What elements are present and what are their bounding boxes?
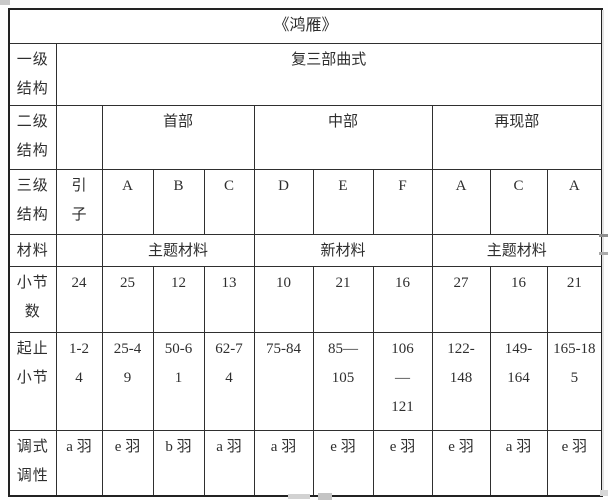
- level3-cell-8: A: [546, 168, 603, 235]
- range-cell-7: 122- 148: [431, 331, 491, 431]
- count-cell-9: 21: [546, 265, 603, 333]
- range-cell-1: 25-4 9: [101, 331, 154, 431]
- level3-label: 三级 结构: [8, 168, 57, 235]
- level3-cell-1: B: [152, 168, 205, 235]
- level3-cell-2: C: [203, 168, 255, 235]
- count-label: 小节 数: [8, 265, 57, 333]
- tonality-cell-6: e 羽: [372, 429, 433, 497]
- tonality-cell-5: e 羽: [312, 429, 374, 497]
- measure-count-row: 小节 数 24 25 12 13 10 21 16 27 16 21: [8, 265, 603, 333]
- count-cell-7: 27: [431, 265, 491, 333]
- level2-empty-cell: [55, 104, 103, 170]
- level3-cell-4: E: [312, 168, 374, 235]
- count-cell-2: 12: [152, 265, 205, 333]
- level3-intro-cell: 引 子: [55, 168, 103, 235]
- count-cell-1: 25: [101, 265, 154, 333]
- scan-artifact-top-left: [0, 0, 10, 5]
- tonality-label: 调式 调性: [8, 429, 57, 497]
- level3-cell-0: A: [101, 168, 154, 235]
- tonality-cell-1: e 羽: [101, 429, 154, 497]
- count-cell-8: 16: [489, 265, 548, 333]
- level1-row: 一级 结构 复三部曲式: [8, 42, 603, 106]
- level1-value: 复三部曲式: [55, 42, 603, 106]
- level3-cell-5: F: [372, 168, 433, 235]
- count-cell-3: 13: [203, 265, 255, 333]
- range-cell-9: 165-18 5: [546, 331, 603, 431]
- count-cell-5: 21: [312, 265, 374, 333]
- material-label: 材料: [8, 233, 57, 267]
- tonality-cell-3: a 羽: [203, 429, 255, 497]
- level3-cell-3: D: [253, 168, 314, 235]
- material-theme-2: 主题材料: [431, 233, 603, 267]
- section-first-part: 首部: [101, 104, 255, 170]
- tonality-cell-2: b 羽: [152, 429, 205, 497]
- level1-label: 一级 结构: [8, 42, 57, 106]
- range-cell-4: 75-84: [253, 331, 314, 431]
- level2-row: 二级 结构 首部 中部 再现部: [8, 104, 603, 170]
- count-cell-0: 24: [55, 265, 103, 333]
- level3-cell-7: C: [489, 168, 548, 235]
- range-cell-0: 1-2 4: [55, 331, 103, 431]
- range-cell-3: 62-7 4: [203, 331, 255, 431]
- section-middle-part: 中部: [253, 104, 433, 170]
- material-new: 新材料: [253, 233, 433, 267]
- tonality-cell-4: a 羽: [253, 429, 314, 497]
- tonality-cell-8: a 羽: [489, 429, 548, 497]
- material-row: 材料 主题材料 新材料 主题材料: [8, 233, 603, 267]
- title-row: 《鸿雁》: [8, 8, 603, 44]
- count-cell-4: 10: [253, 265, 314, 333]
- range-cell-6: 106 — 121: [372, 331, 433, 431]
- material-theme-1: 主题材料: [101, 233, 255, 267]
- level2-label: 二级 结构: [8, 104, 57, 170]
- range-cell-8: 149- 164: [489, 331, 548, 431]
- level3-row: 三级 结构 引 子 A B C D E F A C A: [8, 168, 603, 235]
- song-structure-table: 《鸿雁》 一级 结构 复三部曲式 二级 结构 首部 中部 再现部 三级 结构 引…: [8, 8, 604, 497]
- section-recap-part: 再现部: [431, 104, 603, 170]
- range-cell-5: 85— 105: [312, 331, 374, 431]
- count-cell-6: 16: [372, 265, 433, 333]
- range-label: 起止 小节: [8, 331, 57, 431]
- tonality-cell-0: a 羽: [55, 429, 103, 497]
- tonality-row: 调式 调性 a 羽 e 羽 b 羽 a 羽 a 羽 e 羽 e 羽 e 羽 a …: [8, 429, 603, 497]
- song-title: 《鸿雁》: [8, 8, 603, 44]
- level3-cell-6: A: [431, 168, 491, 235]
- measure-range-row: 起止 小节 1-2 4 25-4 9 50-6 1 62-7 4 75-84 8…: [8, 331, 603, 431]
- tonality-cell-9: e 羽: [546, 429, 603, 497]
- range-cell-2: 50-6 1: [152, 331, 205, 431]
- tonality-cell-7: e 羽: [431, 429, 491, 497]
- material-empty-cell: [55, 233, 103, 267]
